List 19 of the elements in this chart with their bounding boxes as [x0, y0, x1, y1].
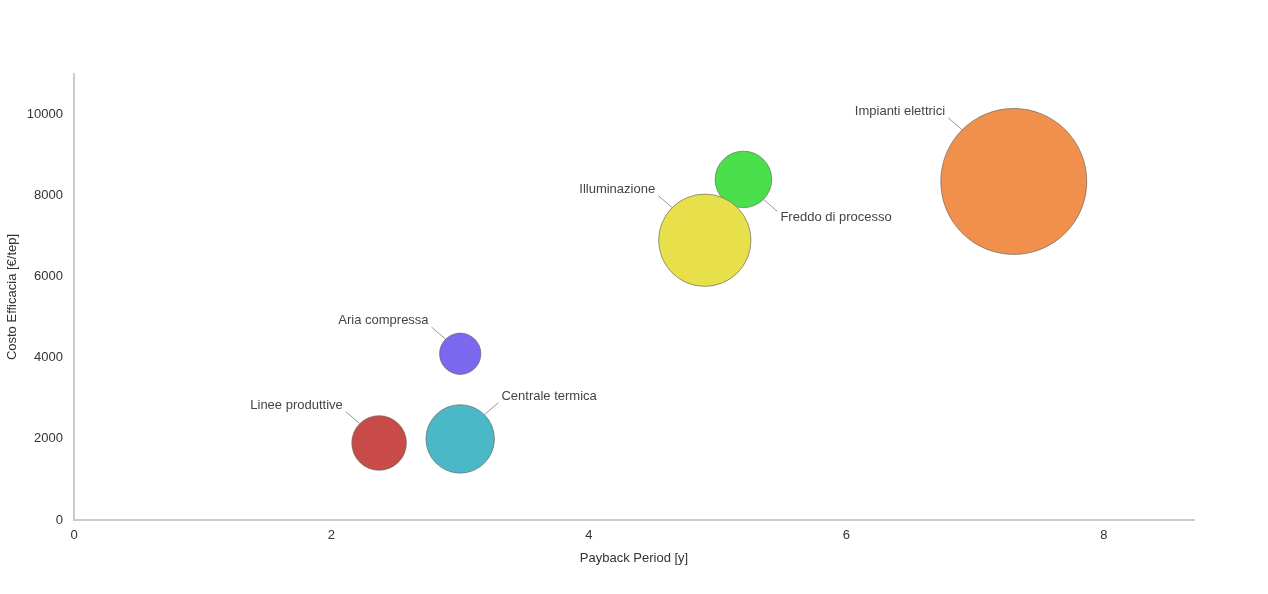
legend-label: Freddo di processo	[780, 209, 892, 225]
series-label: Linee produttive	[250, 396, 343, 412]
x-tick-label: 8	[1100, 527, 1108, 543]
y-tick-label: 8000	[34, 187, 63, 203]
series-label: Aria compressa	[338, 312, 430, 328]
y-tick-label: 2000	[34, 430, 63, 446]
series-label: Illuminazione	[579, 180, 656, 196]
x-tick-label: 4	[585, 527, 593, 543]
y-tick-label: 4000	[34, 349, 63, 365]
y-axis-title: Costo Efficacia [€/tep]	[3, 233, 19, 361]
y-tick-label: 6000	[34, 268, 63, 284]
x-axis-title: Payback Period [y]	[579, 549, 689, 565]
y-tick-label: 10000	[26, 106, 63, 122]
x-tick-label: 6	[842, 527, 851, 543]
x-tick-label: 2	[327, 527, 336, 543]
series-label: Impianti elettrici	[854, 102, 946, 118]
x-tick-label: 0	[70, 527, 78, 543]
series-label: Centrale termica	[501, 387, 598, 403]
y-tick-label: 0	[55, 511, 63, 527]
